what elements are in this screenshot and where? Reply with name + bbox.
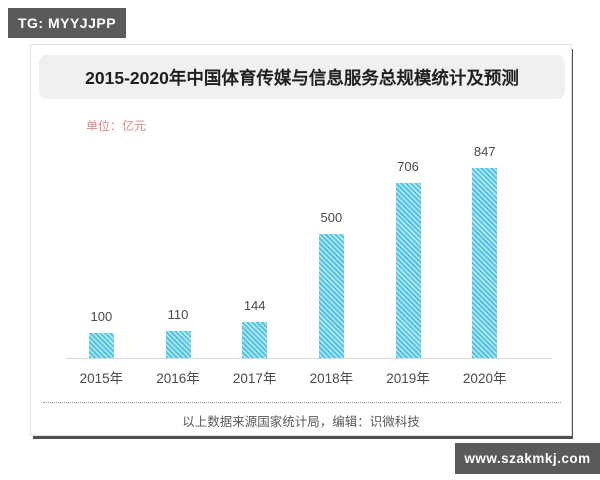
- bars-row: 100 110 144 500 706 847: [63, 144, 523, 358]
- bar: [318, 234, 344, 358]
- x-axis-label: 2017年: [232, 371, 277, 386]
- x-axis-label: 2016年: [156, 371, 200, 386]
- website-watermark-badge: www.szakmkj.com: [455, 443, 600, 474]
- x-axis-label: 2015年: [79, 371, 124, 386]
- bar: [165, 331, 191, 358]
- unit-label: 单位：亿元: [86, 119, 147, 133]
- bar: [395, 183, 421, 358]
- x-axis-label: 2018年: [309, 371, 354, 386]
- x-axis-label: 2019年: [386, 371, 430, 386]
- bar-value-label: 110: [167, 307, 189, 322]
- bar-value-label: 100: [90, 309, 113, 324]
- bar-column: 706: [370, 144, 447, 358]
- bar-value-label: 144: [243, 298, 266, 313]
- chart-title: 2015-2020年中国体育传媒与信息服务总规模统计及预测: [39, 55, 565, 99]
- bar: [242, 322, 268, 358]
- bar-column: 100: [63, 144, 140, 358]
- bar-value-label: 500: [320, 210, 343, 225]
- x-axis-line: [66, 358, 552, 359]
- bar: [88, 333, 114, 358]
- chart-card: 2015-2020年中国体育传媒与信息服务总规模统计及预测 单位：亿元 100 1…: [30, 44, 572, 436]
- dotted-separator: [43, 402, 561, 403]
- telegram-watermark-badge: TG: MYYJJPP: [8, 8, 126, 38]
- bar-column: 500: [293, 144, 370, 358]
- x-axis-label: 2020年: [462, 371, 507, 386]
- source-note: 以上数据来源国家统计局，编辑：识微科技: [182, 415, 420, 429]
- x-axis-labels: 2015年 2016年 2017年 2018年 2019年 2020年: [63, 367, 523, 387]
- bar-value-label: 706: [397, 159, 419, 174]
- bar-value-label: 847: [473, 144, 496, 159]
- bar-column: 144: [216, 144, 293, 358]
- bar-column: 847: [446, 144, 523, 358]
- bar: [472, 168, 498, 358]
- bar-column: 110: [140, 144, 217, 358]
